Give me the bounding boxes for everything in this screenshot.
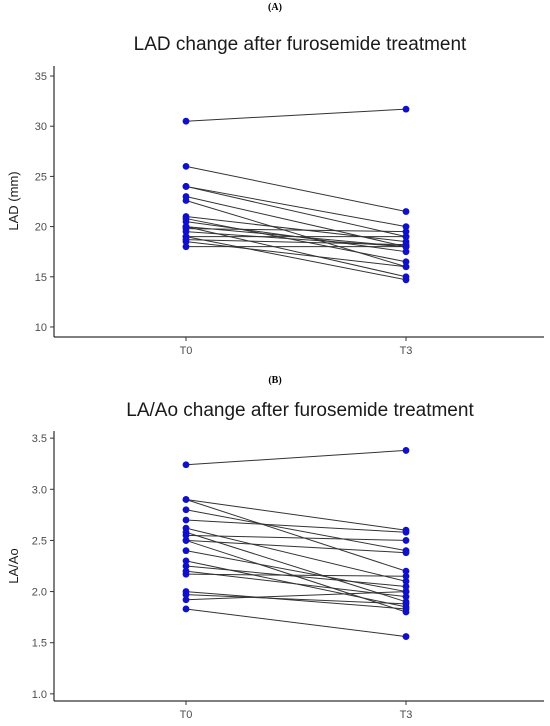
data-point-16-T0 (182, 238, 190, 246)
y-axis-title: LA/Ao (6, 548, 21, 583)
x-tick-label: T3 (400, 709, 413, 721)
series-line-18 (185, 608, 407, 638)
y-tick-label: 15 (35, 272, 47, 284)
series-line-15 (185, 591, 407, 610)
x-tick-label: T0 (180, 345, 193, 357)
series-line-0 (185, 449, 407, 466)
series-line-12 (185, 565, 407, 587)
series-line-13 (185, 570, 407, 598)
series-line-14 (185, 573, 407, 577)
y-tick-label: 35 (35, 71, 47, 83)
series-line-6 (185, 216, 407, 243)
data-point-2-T3 (402, 567, 410, 575)
x-tick-label: T0 (180, 709, 193, 721)
data-point-8-T3 (402, 549, 410, 557)
y-tick-label: 2.5 (32, 535, 47, 547)
series-line-13 (185, 236, 407, 281)
y-tick-label: 10 (35, 322, 47, 334)
series-line-0 (185, 108, 407, 122)
series-line-17 (185, 591, 407, 601)
data-point-0-T3 (402, 105, 410, 113)
y-tick-label: 30 (35, 121, 47, 133)
data-point-5-T3 (402, 577, 410, 585)
data-point-0-T0 (182, 461, 190, 469)
data-point-12-T0 (182, 562, 190, 570)
data-point-17-T3 (402, 243, 410, 251)
panel-label-b: (B) (268, 375, 282, 386)
data-point-15-T3 (402, 605, 410, 613)
data-point-7-T3 (402, 258, 410, 266)
series-line-4 (185, 195, 407, 248)
series-line-5 (185, 527, 407, 582)
data-point-13-T3 (402, 593, 410, 601)
x-tick-label: T3 (400, 345, 413, 357)
data-point-14-T3 (402, 572, 410, 580)
data-point-18-T3 (402, 633, 410, 640)
data-point-10-T0 (182, 547, 190, 555)
data-point-17-T0 (182, 596, 190, 604)
data-point-12-T3 (402, 583, 410, 590)
y-tick-label: 1.0 (32, 689, 47, 701)
data-point-17-T3 (402, 588, 410, 595)
series-line-11 (185, 228, 407, 233)
data-point-1-T3 (402, 208, 410, 215)
data-point-18-T0 (182, 605, 190, 613)
data-point-11-T3 (402, 228, 410, 236)
chart-title-a: LAD change after furosemide treatment (133, 34, 467, 55)
y-tick-label: 2.0 (32, 587, 47, 599)
y-tick-label: 25 (35, 171, 47, 183)
lad-line-chart: 10 15 20 25 30 35 T0 T3 LAD (mm) (6, 66, 544, 357)
data-point-3-T3 (402, 223, 410, 230)
series-line-6 (185, 531, 407, 603)
y-tick-label: 1.5 (32, 638, 47, 650)
series-line-4 (185, 519, 407, 533)
data-point-7-T3 (402, 537, 410, 544)
chart-title-b: LA/Ao change after furosemide treatment (126, 400, 474, 421)
data-point-13-T3 (402, 276, 410, 284)
data-point-0-T3 (402, 447, 410, 454)
series-line-2 (185, 499, 407, 572)
data-point-14-T0 (182, 570, 190, 578)
series-line-16 (185, 594, 407, 605)
series-line-1 (185, 499, 407, 531)
y-axis-title: LAD (mm) (6, 171, 21, 230)
data-point-8-T0 (182, 218, 190, 225)
data-point-16-T3 (402, 600, 410, 608)
data-point-14-T3 (402, 233, 410, 241)
data-point-9-T0 (182, 537, 190, 544)
data-point-8-T3 (402, 248, 410, 256)
series-line-5 (185, 200, 407, 268)
series-line-7 (185, 534, 407, 541)
data-point-4-T3 (402, 528, 410, 536)
data-point-1-T0 (182, 162, 190, 170)
series-line-3 (185, 185, 407, 228)
data-point-2-T0 (182, 496, 190, 503)
data-point-3-T0 (182, 183, 190, 190)
data-point-5-T0 (182, 197, 190, 204)
data-point-12-T0 (182, 228, 190, 236)
series-line-2 (185, 185, 407, 238)
series-line-15 (185, 239, 407, 246)
series-line-16 (185, 241, 407, 268)
series-line-10 (185, 550, 407, 593)
data-point-16-T3 (402, 263, 410, 271)
data-point-0-T0 (182, 117, 190, 125)
y-tick-label: 20 (35, 222, 47, 234)
data-point-4-T0 (182, 516, 190, 524)
series-line-7 (185, 218, 407, 263)
series-line-3 (185, 509, 407, 552)
data-point-7-T0 (182, 531, 190, 539)
series-line-1 (185, 165, 407, 213)
panel-label-a: (A) (268, 2, 282, 13)
data-point-3-T0 (182, 506, 190, 514)
data-point-17-T0 (182, 243, 190, 251)
y-tick-label: 3.5 (32, 433, 47, 445)
data-point-16-T0 (182, 591, 190, 599)
y-tick-label: 3.0 (32, 484, 47, 496)
series-line-8 (185, 539, 407, 554)
data-point-11-T0 (182, 557, 190, 565)
series-line-9 (185, 226, 407, 278)
